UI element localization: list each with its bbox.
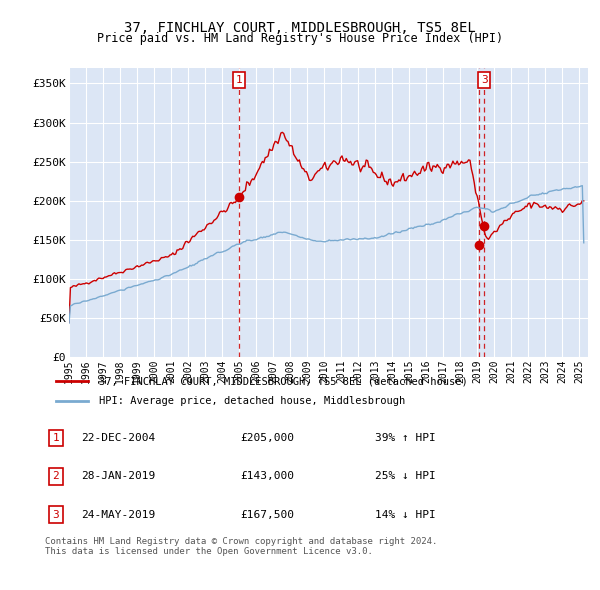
- Text: 25% ↓ HPI: 25% ↓ HPI: [375, 471, 436, 481]
- Text: £167,500: £167,500: [240, 510, 294, 520]
- Text: 28-JAN-2019: 28-JAN-2019: [81, 471, 155, 481]
- Text: 37, FINCHLAY COURT, MIDDLESBROUGH, TS5 8EL: 37, FINCHLAY COURT, MIDDLESBROUGH, TS5 8…: [124, 21, 476, 35]
- Text: 22-DEC-2004: 22-DEC-2004: [81, 433, 155, 443]
- Text: £205,000: £205,000: [240, 433, 294, 443]
- Text: £143,000: £143,000: [240, 471, 294, 481]
- Text: Price paid vs. HM Land Registry's House Price Index (HPI): Price paid vs. HM Land Registry's House …: [97, 32, 503, 45]
- Text: Contains HM Land Registry data © Crown copyright and database right 2024.
This d: Contains HM Land Registry data © Crown c…: [45, 537, 437, 556]
- Text: 2: 2: [52, 471, 59, 481]
- Text: 14% ↓ HPI: 14% ↓ HPI: [375, 510, 436, 520]
- Text: 1: 1: [52, 433, 59, 443]
- Text: 3: 3: [52, 510, 59, 520]
- Text: 1: 1: [235, 75, 242, 85]
- Text: 3: 3: [481, 75, 488, 85]
- Text: HPI: Average price, detached house, Middlesbrough: HPI: Average price, detached house, Midd…: [99, 396, 405, 405]
- Text: 39% ↑ HPI: 39% ↑ HPI: [375, 433, 436, 443]
- Text: 24-MAY-2019: 24-MAY-2019: [81, 510, 155, 520]
- Text: 37, FINCHLAY COURT, MIDDLESBROUGH, TS5 8EL (detached house): 37, FINCHLAY COURT, MIDDLESBROUGH, TS5 8…: [99, 376, 468, 386]
